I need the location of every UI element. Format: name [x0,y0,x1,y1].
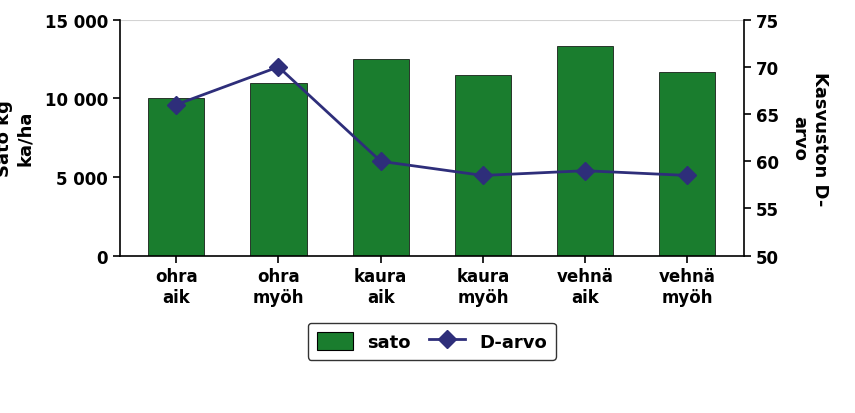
Bar [352,60,409,256]
Bar [148,99,204,256]
Y-axis label: Sato kg
ka/ha: Sato kg ka/ha [0,100,33,177]
Bar [251,83,307,256]
Bar [455,76,511,256]
Bar [659,72,716,256]
Bar [557,47,613,256]
Y-axis label: Kasvuston D-
arvo: Kasvuston D- arvo [790,71,828,205]
Legend: sato, D-arvo: sato, D-arvo [308,323,556,360]
